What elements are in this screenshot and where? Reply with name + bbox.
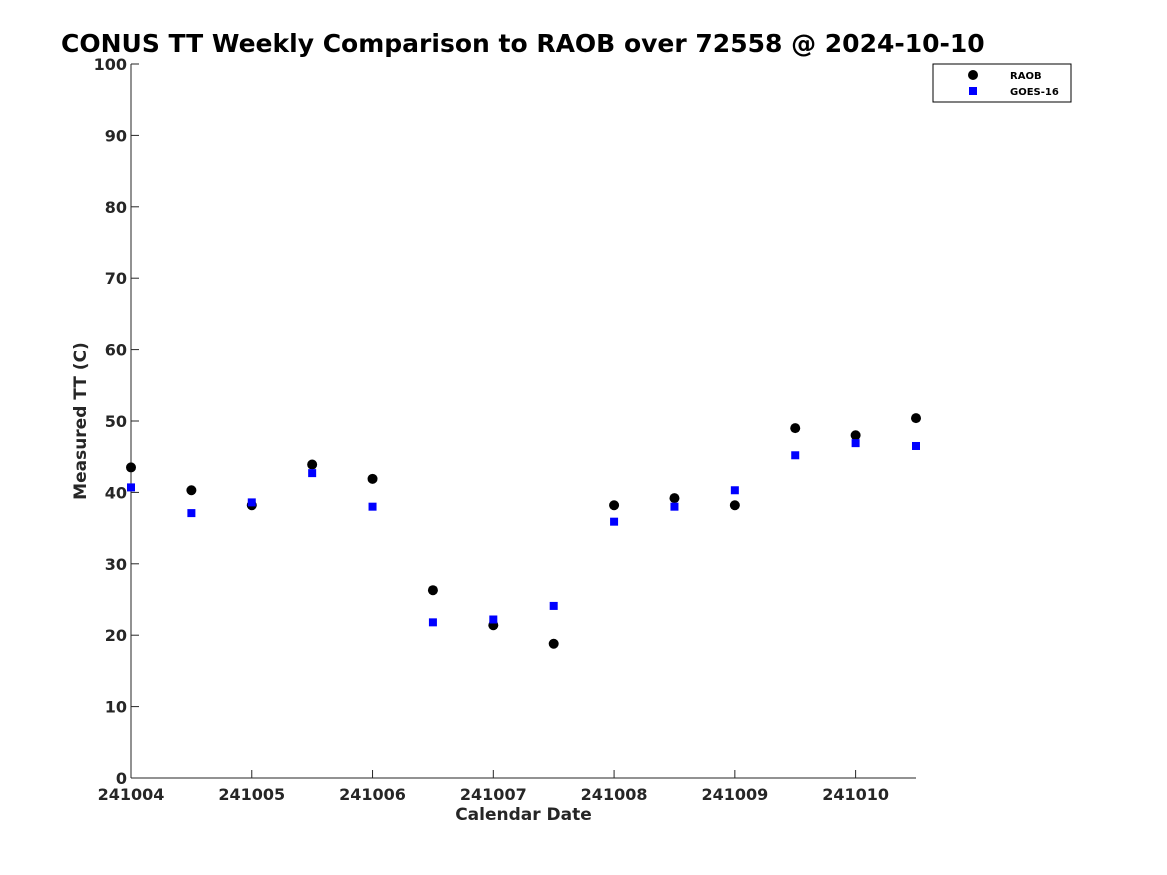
y-tick-label: 40 bbox=[105, 483, 127, 502]
chart-title: CONUS TT Weekly Comparison to RAOB over … bbox=[61, 29, 985, 58]
goes-16-point bbox=[912, 441, 920, 450]
raob-point bbox=[307, 459, 318, 470]
raob-point bbox=[126, 462, 136, 473]
goes-16-point bbox=[247, 498, 256, 507]
raob-point bbox=[729, 500, 740, 511]
legend-box bbox=[932, 63, 1072, 103]
legend-label-raob: RAOB bbox=[1010, 71, 1042, 82]
x-tick-label: 241004 bbox=[98, 785, 165, 804]
raob-point bbox=[186, 485, 197, 496]
legend-marker-goes-16 bbox=[969, 87, 977, 95]
y-tick-label: 60 bbox=[105, 341, 127, 360]
goes-16-point bbox=[610, 517, 619, 526]
x-tick-label: 241007 bbox=[460, 785, 527, 804]
goes-16-point bbox=[489, 615, 498, 624]
goes-16-point bbox=[670, 502, 679, 511]
y-tick-label: 20 bbox=[105, 626, 127, 645]
goes-16-point bbox=[127, 483, 135, 492]
raob-point bbox=[367, 473, 378, 484]
goes-16-point bbox=[730, 486, 739, 495]
raob-point bbox=[790, 423, 801, 434]
y-tick-label: 70 bbox=[105, 269, 127, 288]
x-tick-label: 241009 bbox=[701, 785, 768, 804]
x-tick-label: 241006 bbox=[339, 785, 406, 804]
y-tick-label: 0 bbox=[116, 769, 127, 788]
y-tick-label: 50 bbox=[105, 412, 127, 431]
goes-16-point bbox=[791, 451, 800, 460]
y-tick-label: 10 bbox=[105, 698, 127, 717]
y-tick-label: 100 bbox=[94, 55, 127, 74]
raob-point bbox=[850, 430, 861, 441]
y-tick-label: 80 bbox=[105, 198, 127, 217]
raob-point bbox=[609, 500, 620, 511]
x-tick-label: 241010 bbox=[822, 785, 889, 804]
legend-marker-raob bbox=[968, 70, 978, 80]
y-tick-label: 90 bbox=[105, 126, 127, 145]
data-points bbox=[126, 413, 921, 649]
goes-16-point bbox=[308, 469, 317, 478]
goes-16-point bbox=[428, 618, 437, 627]
y-axis-label: Measured TT (C) bbox=[71, 342, 91, 500]
raob-point bbox=[911, 413, 921, 424]
y-tick-label: 30 bbox=[105, 555, 127, 574]
legend: RAOB GOES-16 bbox=[932, 63, 1072, 103]
goes-16-point bbox=[368, 502, 377, 511]
raob-point bbox=[669, 493, 680, 504]
x-axis-label: Calendar Date bbox=[455, 805, 592, 825]
raob-point bbox=[427, 585, 438, 596]
goes-16-point bbox=[851, 439, 860, 448]
legend-label-goes-16: GOES-16 bbox=[1010, 87, 1059, 98]
y-axis: 0 10 20 30 40 50 60 70 80 90 100 bbox=[94, 55, 139, 788]
x-axis: 241004 241005 241006 241007 241008 241009 2410… bbox=[98, 770, 916, 804]
x-tick-label: 241005 bbox=[218, 785, 285, 804]
goes-16-point bbox=[549, 601, 558, 610]
x-tick-label: 241008 bbox=[581, 785, 648, 804]
raob-point bbox=[548, 638, 559, 649]
goes-16-point bbox=[187, 509, 196, 518]
